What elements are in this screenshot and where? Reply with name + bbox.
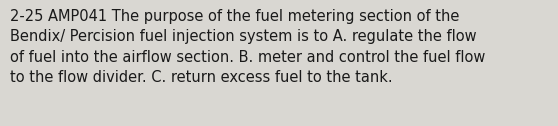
Text: 2-25 AMP041 The purpose of the fuel metering section of the
Bendix/ Percision fu: 2-25 AMP041 The purpose of the fuel mete…: [10, 9, 485, 85]
